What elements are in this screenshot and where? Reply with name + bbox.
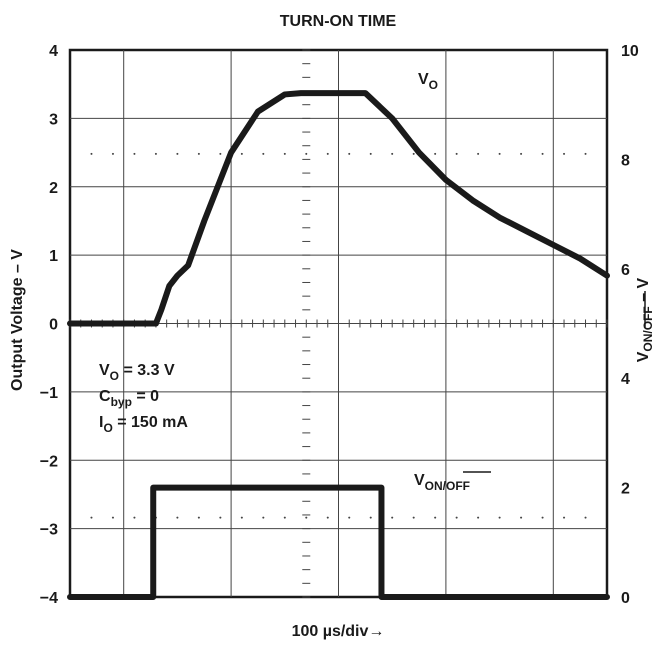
grid-dot xyxy=(197,516,200,519)
grid-dot xyxy=(434,516,437,519)
series-line-von-off xyxy=(67,484,610,600)
grid-dot xyxy=(348,516,351,519)
grid-dot xyxy=(584,152,587,155)
series-line-vo xyxy=(67,90,610,327)
x-axis-label: 100 µs/div→ xyxy=(292,623,385,640)
y-tick-left: −3 xyxy=(40,522,58,539)
condition-vo: VO = 3.3 V xyxy=(99,362,175,383)
y-axis-label-right: VON/OFF – V xyxy=(635,277,655,362)
y-tick-right: 6 xyxy=(621,262,630,279)
condition-cbyp: Cbyp = 0 xyxy=(99,388,159,409)
grid-dot xyxy=(391,152,394,155)
grid-dot xyxy=(90,152,93,155)
grid-dot xyxy=(154,152,157,155)
grid-dot xyxy=(305,516,308,519)
grid-dot xyxy=(176,152,179,155)
grid-dot xyxy=(455,152,458,155)
grid-dot xyxy=(541,516,544,519)
chart-title: TURN-ON TIME xyxy=(280,13,397,30)
series-lines xyxy=(67,90,610,600)
y-tick-left: 2 xyxy=(49,180,58,197)
y-tick-left: −1 xyxy=(40,385,58,402)
grid-dot xyxy=(369,152,372,155)
y-tick-right: 4 xyxy=(621,371,630,388)
condition-io: IO = 150 mA xyxy=(99,414,188,435)
grid-dot xyxy=(262,152,265,155)
grid-dot xyxy=(176,516,179,519)
grid-dot xyxy=(477,152,480,155)
y-tick-right: 8 xyxy=(621,152,630,169)
grid-dot xyxy=(498,516,501,519)
grid-dot xyxy=(369,516,372,519)
grid-dot xyxy=(498,152,501,155)
grid-dot xyxy=(520,516,523,519)
y-tick-right: 0 xyxy=(621,590,630,607)
grid-dot xyxy=(520,152,523,155)
grid-dot xyxy=(240,152,243,155)
grid-dot xyxy=(262,516,265,519)
y-tick-left: −4 xyxy=(40,590,58,607)
y-axis-label-left: Output Voltage – V xyxy=(9,249,26,391)
grid-dot xyxy=(326,516,329,519)
grid-dot xyxy=(391,516,394,519)
grid-dot xyxy=(563,516,566,519)
grid-dot xyxy=(133,516,136,519)
grid-dot xyxy=(283,152,286,155)
grid-dot xyxy=(563,152,566,155)
grid-dot xyxy=(111,152,114,155)
y-tick-left: 4 xyxy=(49,43,58,60)
grid-dot xyxy=(477,516,480,519)
grid-dot xyxy=(412,516,415,519)
grid-dot xyxy=(111,516,114,519)
grid-dot xyxy=(219,152,222,155)
grid-dot xyxy=(240,516,243,519)
grid-dot xyxy=(219,516,222,519)
y-tick-left: 3 xyxy=(49,111,58,128)
grid-dot xyxy=(90,516,93,519)
grid-dot xyxy=(283,516,286,519)
grid-dot xyxy=(326,152,329,155)
y-tick-right: 10 xyxy=(621,43,639,60)
grid xyxy=(68,48,609,599)
grid-dot xyxy=(434,152,437,155)
grid-dot xyxy=(584,516,587,519)
grid-dot xyxy=(133,152,136,155)
vo-trace-label: VO xyxy=(418,71,438,92)
von-trace-label: VON/OFF xyxy=(414,471,491,493)
y-tick-left: 1 xyxy=(49,248,58,265)
y-tick-left: −2 xyxy=(40,453,58,470)
y-tick-left: 0 xyxy=(49,317,58,334)
svg-text:VON/OFF: VON/OFF xyxy=(414,472,470,493)
grid-dot xyxy=(455,516,458,519)
grid-dot xyxy=(197,152,200,155)
grid-dot xyxy=(305,152,308,155)
grid-dot xyxy=(541,152,544,155)
grid-dot xyxy=(412,152,415,155)
y-tick-right: 2 xyxy=(621,481,630,498)
grid-dot xyxy=(348,152,351,155)
